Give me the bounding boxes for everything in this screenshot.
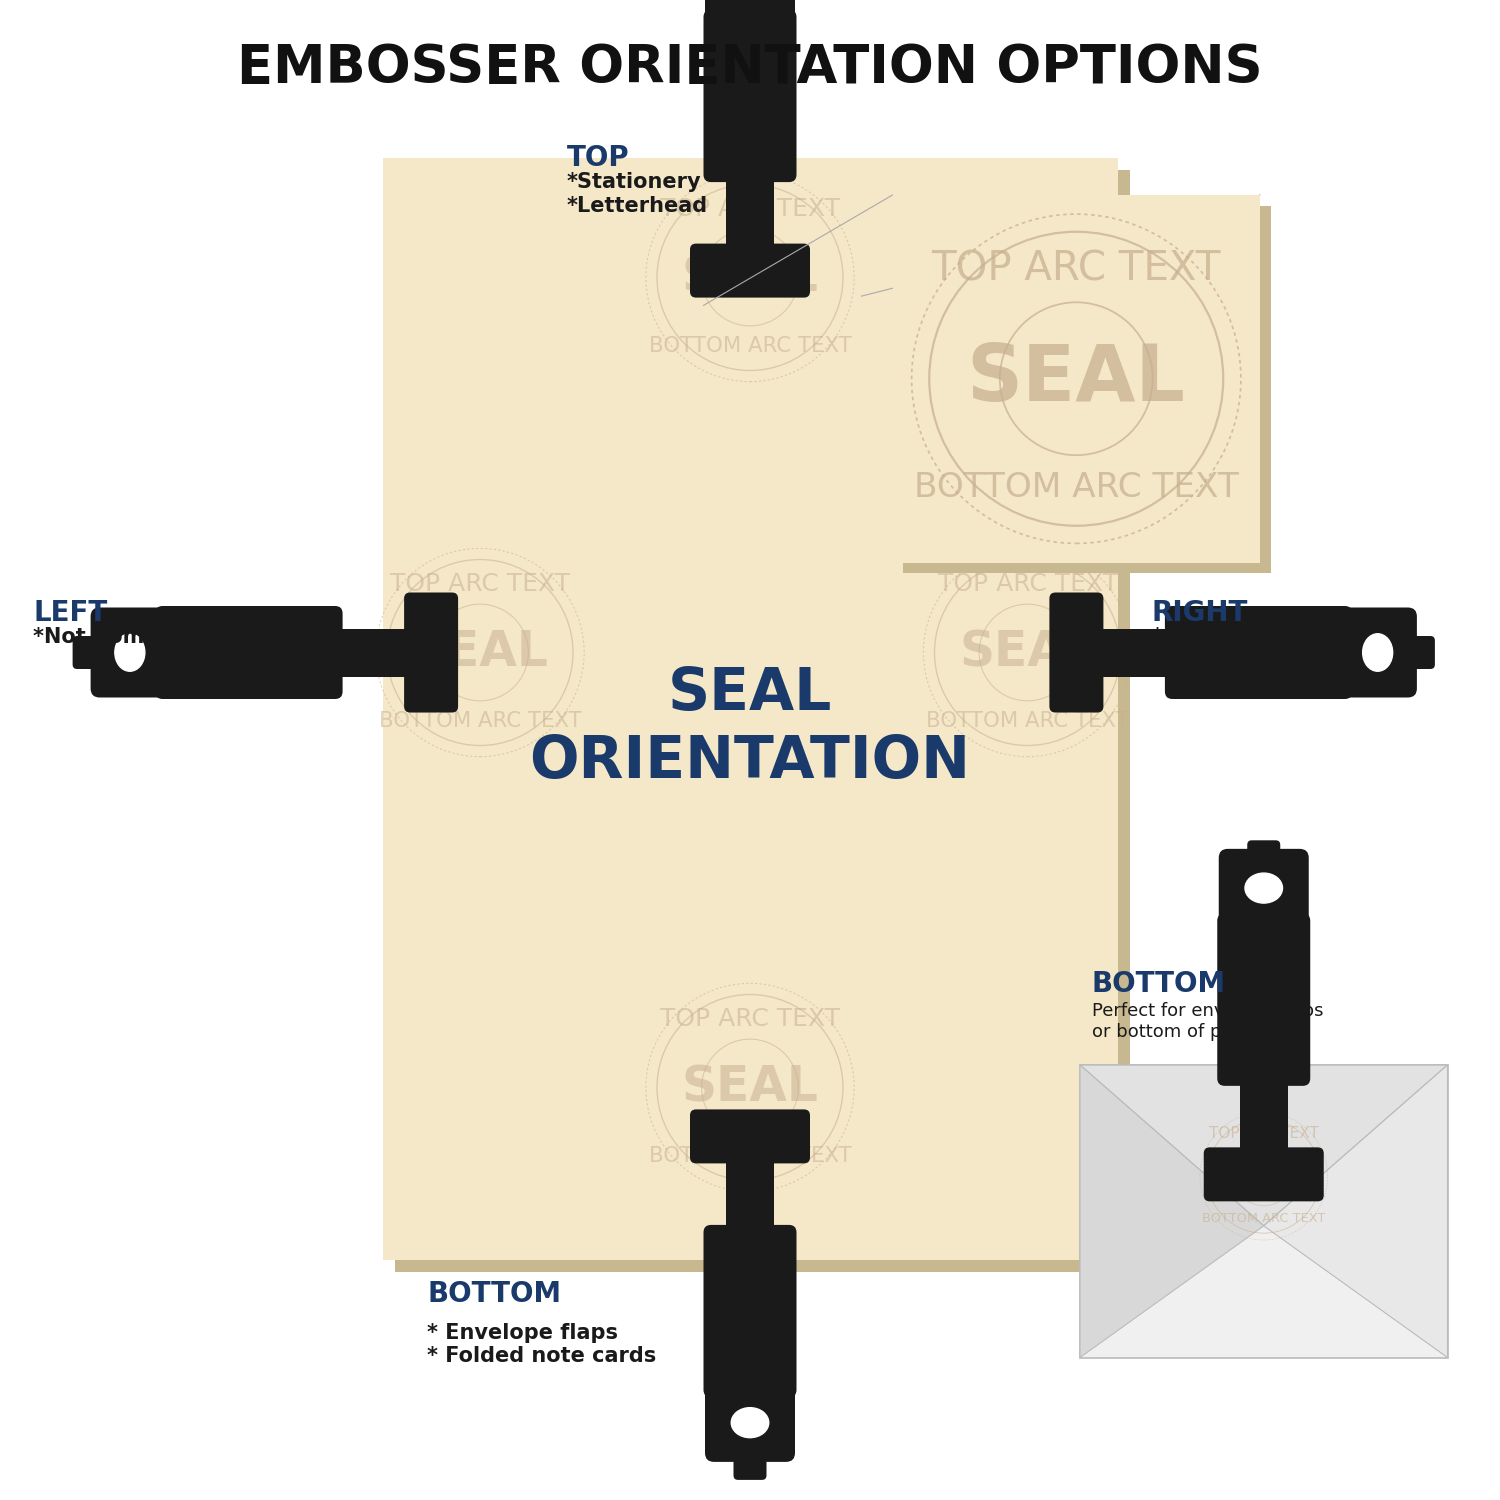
FancyBboxPatch shape <box>892 195 1260 562</box>
FancyBboxPatch shape <box>90 608 171 698</box>
FancyBboxPatch shape <box>1248 840 1280 872</box>
FancyBboxPatch shape <box>704 9 797 182</box>
FancyBboxPatch shape <box>394 170 1130 1272</box>
FancyBboxPatch shape <box>382 158 1118 1260</box>
FancyBboxPatch shape <box>1166 606 1353 699</box>
FancyBboxPatch shape <box>72 636 104 669</box>
Text: BOTTOM ARC TEXT: BOTTOM ARC TEXT <box>926 711 1130 732</box>
FancyBboxPatch shape <box>1098 628 1173 676</box>
Text: BOTTOM ARC TEXT: BOTTOM ARC TEXT <box>378 711 582 732</box>
Text: SEAL: SEAL <box>681 254 819 302</box>
Text: TOP: TOP <box>567 144 630 172</box>
Text: BOTTOM ARC TEXT: BOTTOM ARC TEXT <box>648 1146 852 1167</box>
Text: BOTTOM: BOTTOM <box>1092 969 1226 998</box>
Polygon shape <box>1080 1065 1448 1226</box>
Text: TOP ARC TEXT: TOP ARC TEXT <box>390 572 570 596</box>
Ellipse shape <box>1362 633 1392 672</box>
FancyBboxPatch shape <box>726 174 774 249</box>
FancyBboxPatch shape <box>404 592 457 712</box>
Text: SEAL: SEAL <box>958 628 1096 676</box>
FancyBboxPatch shape <box>734 1449 766 1480</box>
Text: SEAL: SEAL <box>411 628 549 676</box>
FancyBboxPatch shape <box>334 628 410 676</box>
FancyBboxPatch shape <box>154 606 342 699</box>
FancyBboxPatch shape <box>726 1158 774 1233</box>
Text: BOTTOM ARC TEXT: BOTTOM ARC TEXT <box>1202 1212 1326 1225</box>
Text: SEAL: SEAL <box>681 1064 819 1112</box>
FancyBboxPatch shape <box>705 0 795 26</box>
FancyBboxPatch shape <box>903 206 1270 573</box>
Text: BOTTOM ARC TEXT: BOTTOM ARC TEXT <box>914 471 1239 504</box>
FancyBboxPatch shape <box>1050 592 1104 712</box>
FancyBboxPatch shape <box>705 1382 795 1462</box>
FancyBboxPatch shape <box>1336 608 1418 698</box>
Text: TOP ARC TEXT: TOP ARC TEXT <box>1209 1126 1318 1142</box>
Text: SEAL
ORIENTATION: SEAL ORIENTATION <box>530 664 970 790</box>
FancyBboxPatch shape <box>1239 1078 1287 1154</box>
FancyBboxPatch shape <box>690 1110 810 1164</box>
Polygon shape <box>1080 1065 1263 1358</box>
Text: TOP ARC TEXT: TOP ARC TEXT <box>932 251 1221 290</box>
Text: * Book page: * Book page <box>1152 627 1294 646</box>
Text: *Stationery
*Letterhead: *Stationery *Letterhead <box>567 172 708 216</box>
Text: TOP ARC TEXT: TOP ARC TEXT <box>938 572 1118 596</box>
Text: SEAL: SEAL <box>968 340 1185 417</box>
FancyBboxPatch shape <box>1080 1065 1448 1358</box>
Text: RIGHT: RIGHT <box>1152 598 1248 627</box>
Polygon shape <box>1263 1065 1448 1358</box>
Text: EMBOSSER ORIENTATION OPTIONS: EMBOSSER ORIENTATION OPTIONS <box>237 42 1263 93</box>
Text: BOTTOM: BOTTOM <box>427 1280 561 1308</box>
Ellipse shape <box>732 1407 768 1437</box>
Text: SEAL: SEAL <box>1221 1161 1306 1191</box>
FancyBboxPatch shape <box>1404 636 1435 669</box>
Text: LEFT: LEFT <box>33 598 108 627</box>
Text: Perfect for envelope flaps
or bottom of page seals: Perfect for envelope flaps or bottom of … <box>1092 1002 1323 1041</box>
Ellipse shape <box>116 633 146 672</box>
Text: * Envelope flaps
* Folded note cards: * Envelope flaps * Folded note cards <box>427 1323 657 1366</box>
FancyBboxPatch shape <box>704 1226 797 1398</box>
Text: BOTTOM ARC TEXT: BOTTOM ARC TEXT <box>648 336 852 357</box>
FancyBboxPatch shape <box>1218 914 1311 1086</box>
Text: TOP ARC TEXT: TOP ARC TEXT <box>660 1007 840 1031</box>
Text: *Not Common: *Not Common <box>33 627 195 646</box>
Ellipse shape <box>1245 873 1282 903</box>
Text: TOP ARC TEXT: TOP ARC TEXT <box>660 196 840 220</box>
FancyBboxPatch shape <box>1203 1148 1323 1202</box>
FancyBboxPatch shape <box>1218 849 1308 930</box>
FancyBboxPatch shape <box>690 243 810 297</box>
